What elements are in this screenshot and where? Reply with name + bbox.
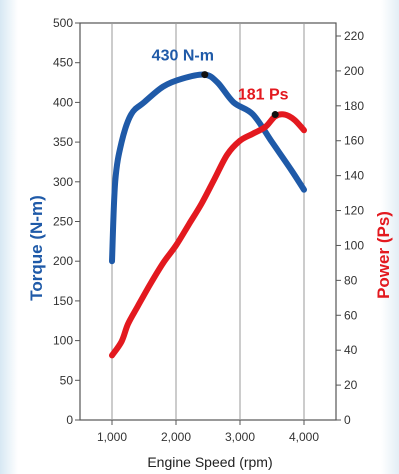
right-tick-label: 160 — [344, 134, 364, 148]
right-tick-label: 220 — [344, 29, 364, 43]
peak-marker — [271, 111, 279, 119]
right-tick-label: 60 — [344, 308, 358, 322]
left-axis-title: Torque (N-m) — [27, 195, 46, 300]
right-axis-title: Power (Ps) — [374, 211, 393, 299]
left-tick-label: 400 — [53, 95, 73, 109]
x-tick-label: 1,000 — [97, 430, 127, 444]
right-tick-label: 180 — [344, 99, 364, 113]
left-tick-label: 50 — [60, 373, 74, 387]
right-tick-label: 40 — [344, 343, 358, 357]
annotations: 430 N-m 181 Ps — [152, 48, 289, 119]
x-tick-label: 2,000 — [161, 430, 191, 444]
left-tick-label: 350 — [53, 135, 73, 149]
left-tick-label: 0 — [66, 413, 73, 427]
right-tick-label: 0 — [344, 413, 351, 427]
right-tick-label: 20 — [344, 378, 358, 392]
power-peak-label: 181 Ps — [238, 87, 289, 104]
right-tick-label: 100 — [344, 238, 364, 252]
right-tick-label: 140 — [344, 169, 364, 183]
left-tick-label: 100 — [53, 334, 73, 348]
left-tick-label: 450 — [53, 56, 73, 70]
x-tick-label: 4,000 — [289, 430, 319, 444]
right-tick-label: 120 — [344, 204, 364, 218]
peak-marker — [201, 71, 209, 79]
plot-area — [79, 22, 337, 421]
left-axis-ticks: 0 50 100 150 200 250 300 350 400 450 500 — [53, 16, 80, 427]
left-tick-label: 250 — [53, 215, 73, 229]
torque-peak-label: 430 N-m — [152, 48, 214, 65]
left-tick-label: 300 — [53, 175, 73, 189]
right-tick-label: 80 — [344, 273, 358, 287]
left-tick-label: 200 — [53, 254, 73, 268]
x-axis-title: Engine Speed (rpm) — [147, 454, 272, 470]
right-tick-label: 200 — [344, 64, 364, 78]
torque-line — [109, 71, 307, 265]
left-tick-label: 150 — [53, 294, 73, 308]
x-tick-label: 3,000 — [225, 430, 255, 444]
left-tick-label: 500 — [53, 16, 73, 30]
right-axis-ticks: 0 20 40 60 80 100 120 140 160 180 200 220 — [336, 29, 364, 427]
x-axis-ticks: 1,000 2,000 3,000 4,000 — [97, 420, 319, 444]
